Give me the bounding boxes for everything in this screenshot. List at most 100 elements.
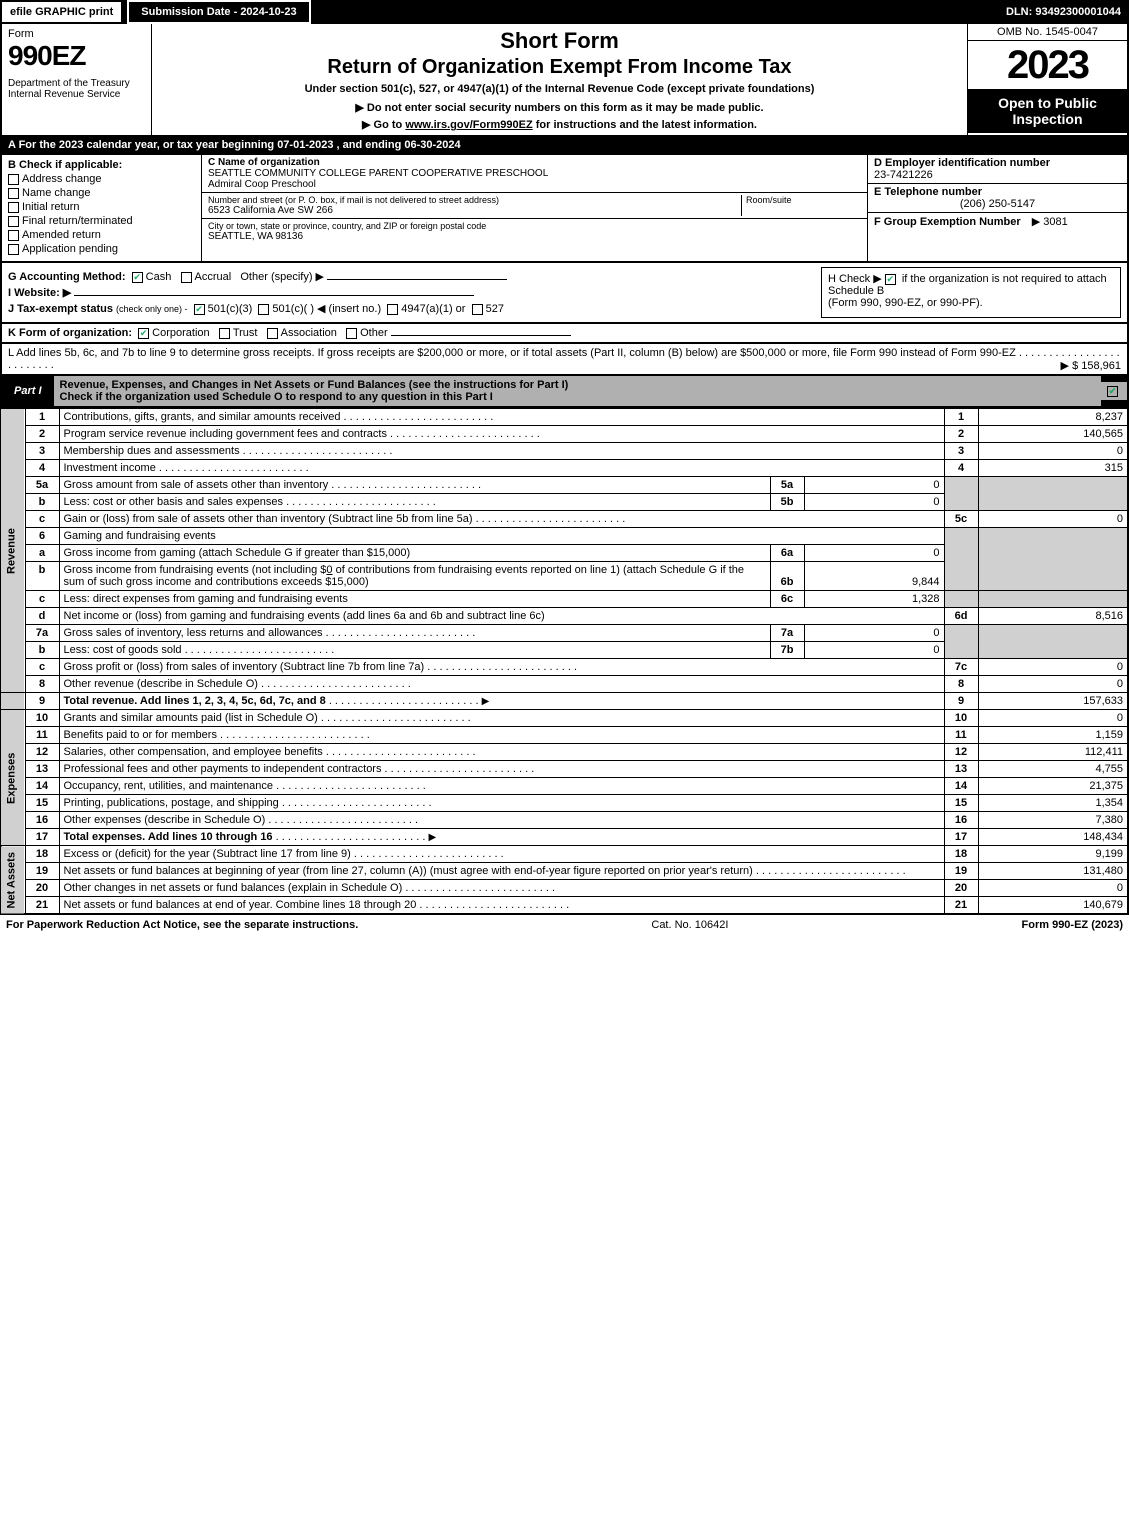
form-header: Form 990EZ Department of the Treasury In…	[0, 24, 1129, 137]
check-trust[interactable]	[219, 328, 230, 339]
form-number: 990EZ	[8, 40, 145, 72]
ein-value: 23-7421226	[874, 169, 1121, 181]
line-desc: Gross amount from sale of assets other t…	[59, 477, 770, 494]
line-desc: Printing, publications, postage, and shi…	[59, 795, 944, 812]
check-amended-return[interactable]: Amended return	[8, 229, 195, 241]
6b-pre: Gross income from fundraising events (no…	[64, 564, 327, 576]
line-desc: Other revenue (describe in Schedule O)	[59, 676, 944, 693]
part1-title-text: Revenue, Expenses, and Changes in Net As…	[60, 379, 569, 391]
check-accrual[interactable]	[181, 272, 192, 283]
top-bar: efile GRAPHIC print Submission Date - 20…	[0, 0, 1129, 24]
check-501c3[interactable]	[194, 304, 205, 315]
check-final-return[interactable]: Final return/terminated	[8, 215, 195, 227]
dln-number: DLN: 93492300001044	[998, 2, 1129, 22]
table-row: c Less: direct expenses from gaming and …	[1, 591, 1128, 608]
efile-print-button[interactable]: efile GRAPHIC print	[0, 0, 123, 24]
line-num: 16	[25, 812, 59, 829]
line-value: 131,480	[978, 863, 1128, 880]
sub-num: 6c	[770, 591, 804, 608]
line-num: 18	[25, 846, 59, 863]
line-desc: Gain or (loss) from sale of assets other…	[59, 511, 944, 528]
line-num: 19	[25, 863, 59, 880]
form-title: Return of Organization Exempt From Incom…	[158, 56, 961, 79]
department-label: Department of the Treasury Internal Reve…	[8, 78, 145, 100]
line-desc: Total revenue. Add lines 1, 2, 3, 4, 5c,…	[59, 693, 944, 710]
line-rnum: 10	[944, 710, 978, 727]
check-501c[interactable]	[258, 304, 269, 315]
opt-final: Final return/terminated	[22, 215, 133, 227]
line-value: 9,199	[978, 846, 1128, 863]
website-input[interactable]	[74, 295, 474, 296]
check-4947[interactable]	[387, 304, 398, 315]
line-rnum: 6d	[944, 608, 978, 625]
website-line: I Website: ▶	[8, 286, 821, 299]
org-address-row: Number and street (or P. O. box, if mail…	[202, 193, 867, 219]
sub-num: 5a	[770, 477, 804, 494]
line-desc: Grants and similar amounts paid (list in…	[59, 710, 944, 727]
check-other-org[interactable]	[346, 328, 357, 339]
table-row: 20Other changes in net assets or fund ba…	[1, 880, 1128, 897]
city-label: City or town, state or province, country…	[208, 221, 486, 231]
irs-link[interactable]: www.irs.gov/Form990EZ	[405, 119, 532, 131]
opt-trust: Trust	[233, 327, 258, 339]
l-amount: ▶ $ 158,961	[1061, 359, 1121, 372]
line-value: 148,434	[978, 829, 1128, 846]
table-row: 21Net assets or fund balances at end of …	[1, 897, 1128, 915]
table-row: c Gain or (loss) from sale of assets oth…	[1, 511, 1128, 528]
opt-corp: Corporation	[152, 327, 209, 339]
part1-header: Part I Revenue, Expenses, and Changes in…	[0, 376, 1129, 408]
line-value: 1,354	[978, 795, 1128, 812]
ein-label: D Employer identification number	[874, 157, 1121, 169]
table-row: 8 Other revenue (describe in Schedule O)…	[1, 676, 1128, 693]
org-city: SEATTLE, WA 98136	[208, 231, 486, 242]
sub-value: 0	[804, 545, 944, 562]
check-sched-b[interactable]	[885, 274, 896, 285]
table-row: 9 Total revenue. Add lines 1, 2, 3, 4, 5…	[1, 693, 1128, 710]
instructions-link-line: ▶ Go to www.irs.gov/Form990EZ for instru…	[158, 118, 961, 131]
omb-number: OMB No. 1545-0047	[968, 24, 1127, 41]
line-rnum: 13	[944, 761, 978, 778]
check-initial-return[interactable]: Initial return	[8, 201, 195, 213]
sub-value: 0	[804, 494, 944, 511]
line-rnum: 1	[944, 409, 978, 426]
check-name-change[interactable]: Name change	[8, 187, 195, 199]
line-desc: Net assets or fund balances at beginning…	[59, 863, 944, 880]
opt-527: 527	[486, 303, 504, 315]
check-sched-o[interactable]	[1107, 386, 1118, 397]
other-org-input[interactable]	[391, 335, 571, 336]
part1-note: Check if the organization used Schedule …	[60, 391, 493, 403]
line-num: c	[25, 659, 59, 676]
line-num: 1	[25, 409, 59, 426]
row-k: K Form of organization: Corporation Trus…	[0, 324, 1129, 344]
check-application-pending[interactable]: Application pending	[8, 243, 195, 255]
org-name-1: SEATTLE COMMUNITY COLLEGE PARENT COOPERA…	[208, 168, 861, 179]
check-cash[interactable]	[132, 272, 143, 283]
gray-cell	[944, 528, 978, 591]
sub3-post: for instructions and the latest informat…	[533, 119, 757, 131]
line-rnum: 9	[944, 693, 978, 710]
line-desc: Total expenses. Add lines 10 through 16	[59, 829, 944, 846]
line-rnum: 18	[944, 846, 978, 863]
section-ghij: G Accounting Method: Cash Accrual Other …	[0, 263, 1129, 324]
ssn-warning: ▶ Do not enter social security numbers o…	[158, 101, 961, 114]
line-desc: Net assets or fund balances at end of ye…	[59, 897, 944, 915]
line-value: 140,679	[978, 897, 1128, 915]
check-assoc[interactable]	[267, 328, 278, 339]
line-rnum: 16	[944, 812, 978, 829]
check-527[interactable]	[472, 304, 483, 315]
line-num: 20	[25, 880, 59, 897]
other-specify-input[interactable]	[327, 279, 507, 280]
table-row: Revenue 1 Contributions, gifts, grants, …	[1, 409, 1128, 426]
submission-date: Submission Date - 2024-10-23	[127, 0, 310, 24]
l-text: L Add lines 5b, 6c, and 7b to line 9 to …	[8, 347, 1016, 359]
line-value: 7,380	[978, 812, 1128, 829]
table-row: 5a Gross amount from sale of assets othe…	[1, 477, 1128, 494]
check-corp[interactable]	[138, 328, 149, 339]
check-address-change[interactable]: Address change	[8, 173, 195, 185]
g-label: G Accounting Method:	[8, 271, 126, 283]
line-rnum: 14	[944, 778, 978, 795]
line-desc: Investment income	[59, 460, 944, 477]
h-text3: (Form 990, 990-EZ, or 990-PF).	[828, 297, 983, 309]
line-rnum: 12	[944, 744, 978, 761]
row-a-period: A For the 2023 calendar year, or tax yea…	[0, 137, 1129, 155]
